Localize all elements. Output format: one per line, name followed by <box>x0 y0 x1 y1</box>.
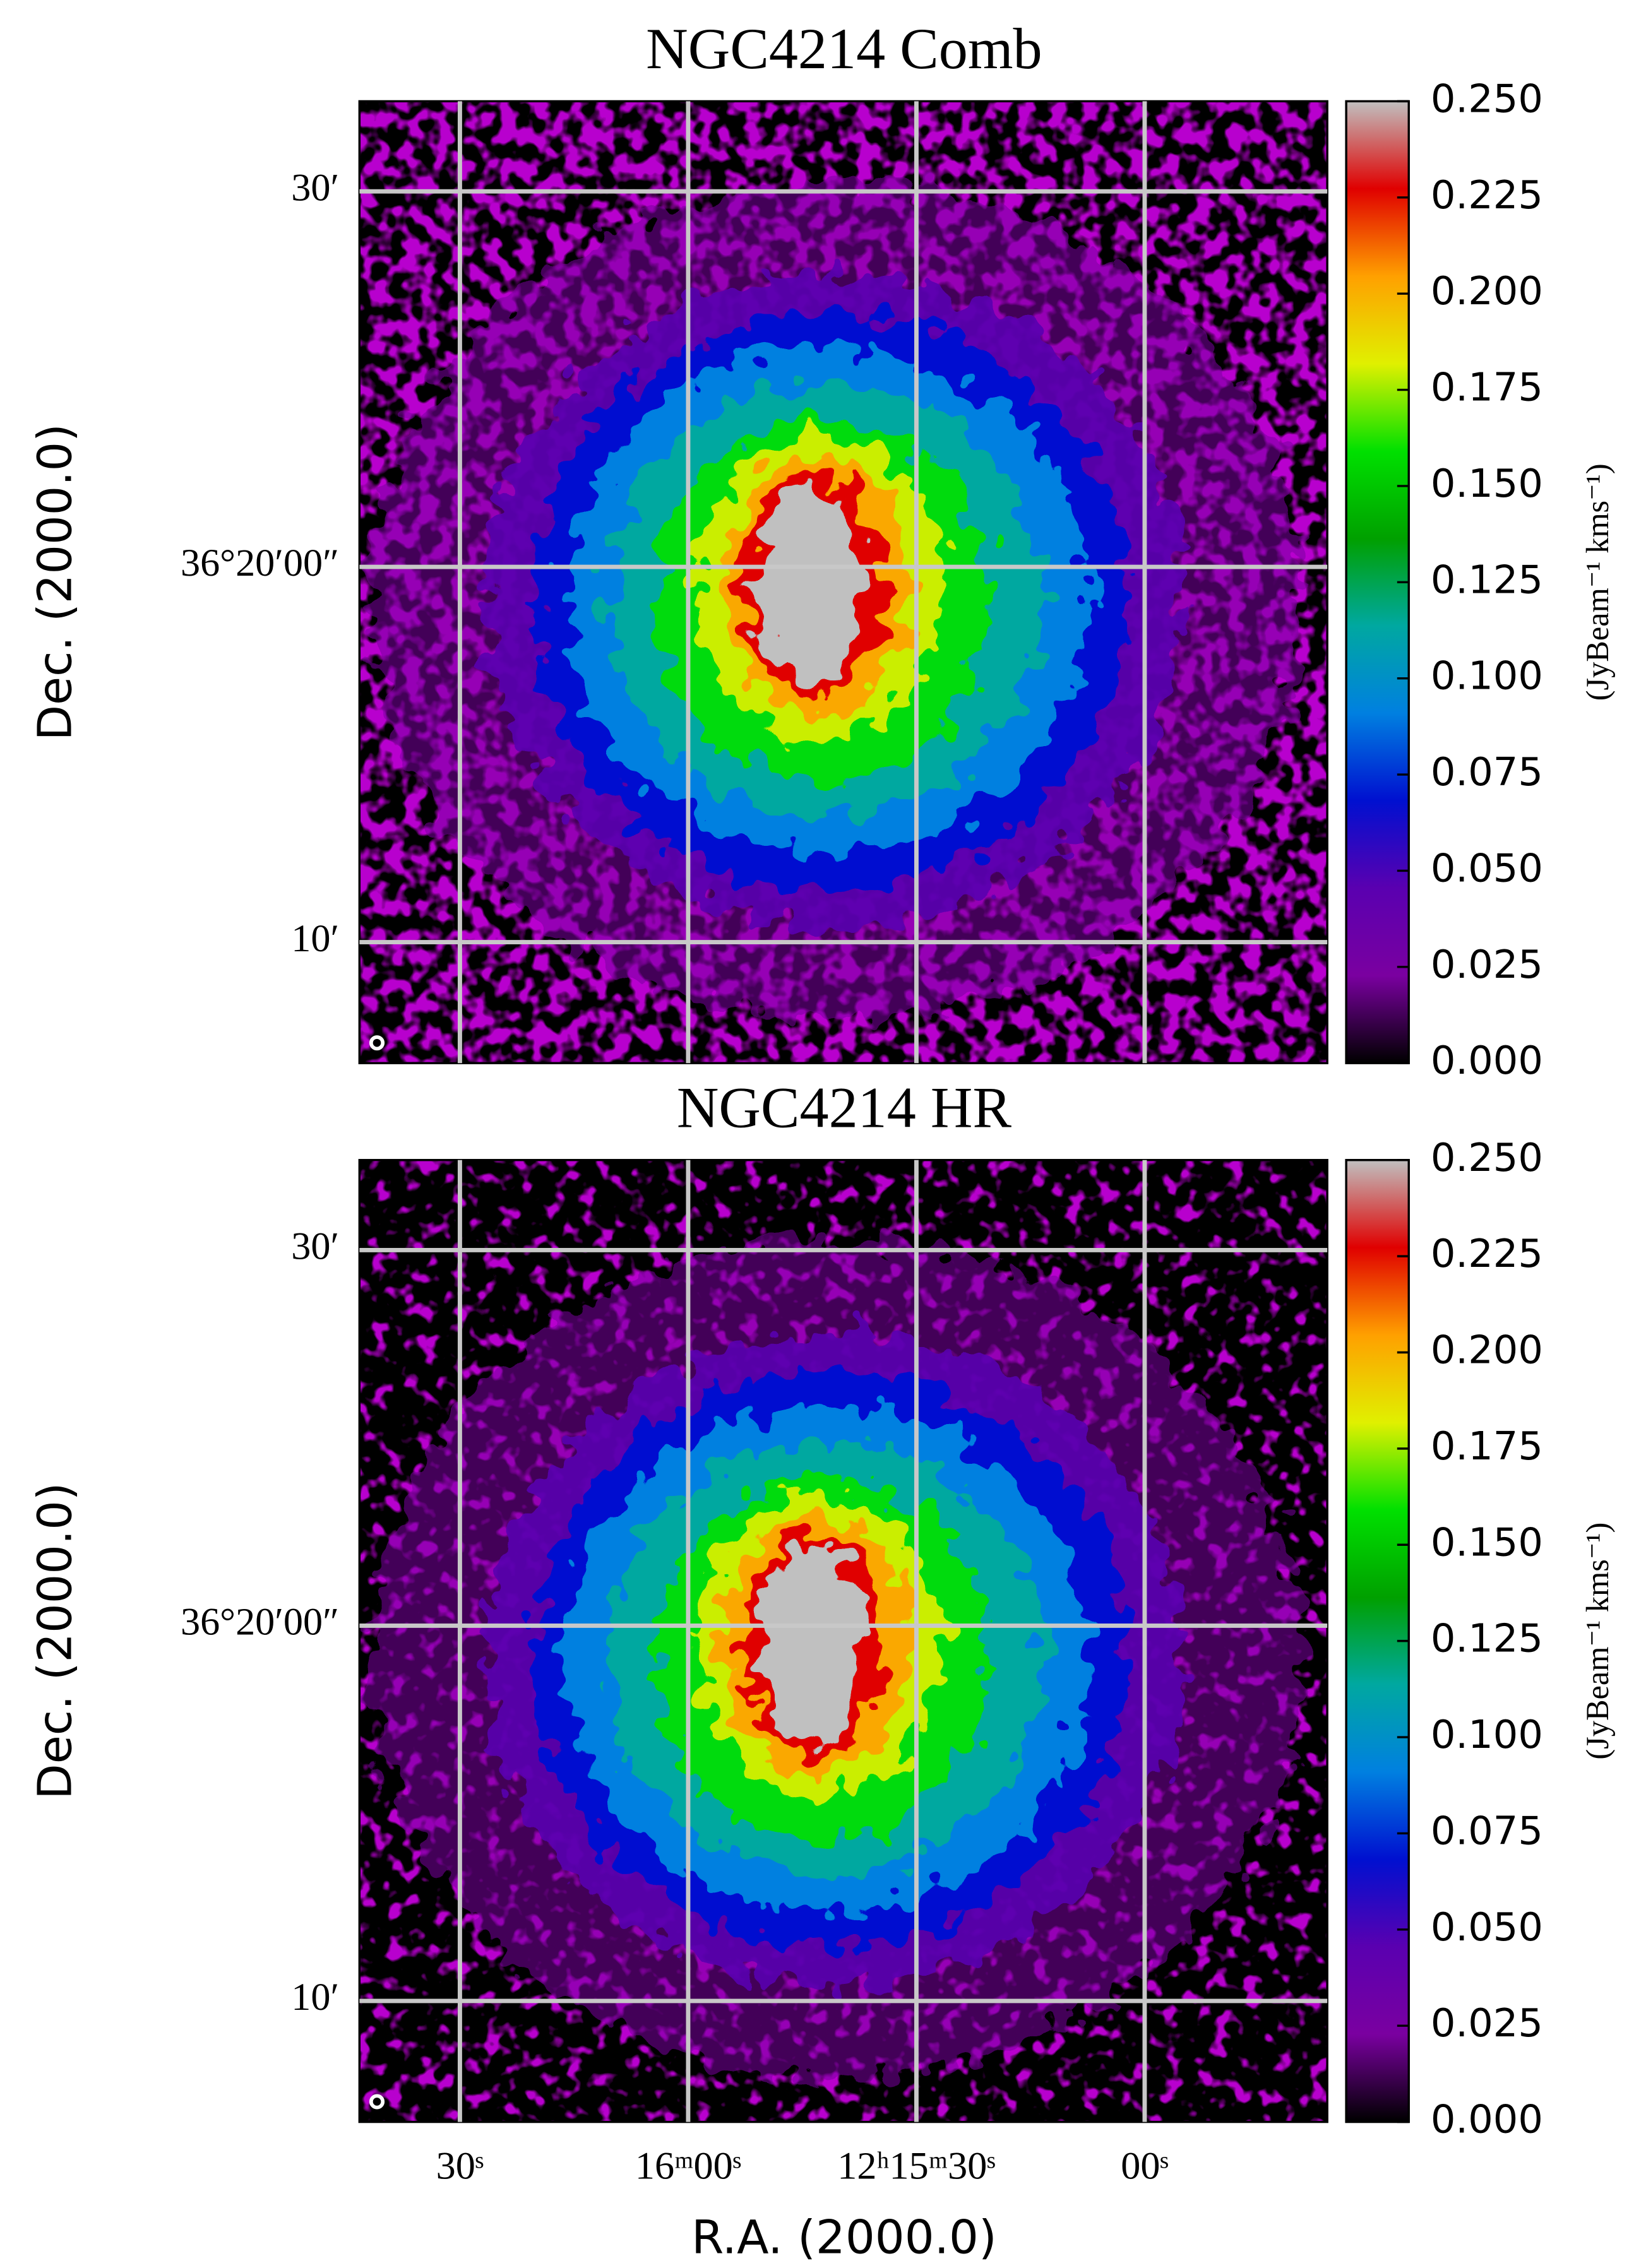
colorbar-tick-label: 0.250 <box>1431 76 1543 122</box>
galaxy-level <box>758 484 863 687</box>
x-axis-label: R.A. (2000.0) <box>691 2211 997 2265</box>
colorbar-tick-label: 0.225 <box>1431 1230 1543 1276</box>
colorbar-label: (JyBeam⁻¹ kms⁻¹) <box>1580 463 1615 701</box>
colorbar-tick-label: 0.150 <box>1431 460 1543 506</box>
image <box>359 1160 1328 2122</box>
colorbar-tick-label: 0.025 <box>1431 2000 1543 2046</box>
colorbar-tick-label: 0.125 <box>1431 557 1543 603</box>
colorbar-label: (JyBeam⁻¹ kms⁻¹) <box>1580 1523 1615 1760</box>
colorbar-tick-label: 0.025 <box>1431 941 1543 987</box>
colorbar-tick-label: 0.175 <box>1431 1423 1543 1469</box>
y-axis-label: Dec. (2000.0) <box>28 424 82 740</box>
y-tick-label: 30′ <box>291 1225 339 1268</box>
colorbar-tick-label: 0.150 <box>1431 1519 1543 1565</box>
image <box>359 101 1328 1064</box>
colorbar-tick-label: 0.050 <box>1431 845 1543 891</box>
beam <box>369 1035 385 1051</box>
galaxy <box>371 181 1303 1020</box>
y-tick-label: 36°20′00″ <box>181 1601 339 1644</box>
colorbar-tick-label: 0.100 <box>1431 1711 1543 1757</box>
galaxy-level <box>758 1543 863 1746</box>
y-axis-label: Dec. (2000.0) <box>28 1483 82 1800</box>
chart-title: NGC4214 Comb <box>646 16 1042 81</box>
y-tick-label: 30′ <box>291 167 339 210</box>
colorbar-tick-label: 0.225 <box>1431 172 1543 218</box>
plot-frame <box>358 100 1328 1064</box>
x-tick-label: 30ˢ <box>436 2145 484 2188</box>
x-tick-label: 00ˢ <box>1121 2145 1168 2188</box>
colorbar-tick-label: 0.100 <box>1431 653 1543 699</box>
plot-frame <box>358 1159 1328 2123</box>
colorbar-tick-label: 0.175 <box>1431 364 1543 410</box>
colorbar-tick-label: 0.125 <box>1431 1615 1543 1661</box>
y-tick-label: 10′ <box>291 917 339 960</box>
x-tick-label: 16ᵐ00ˢ <box>635 2145 741 2188</box>
y-tick-label: 36°20′00″ <box>181 542 339 585</box>
y-tick-label: 10′ <box>291 1976 339 2019</box>
colorbar-tick-label: 0.050 <box>1431 1904 1543 1950</box>
beam <box>369 2094 385 2110</box>
x-tick-label: 12ʰ15ᵐ30ˢ <box>837 2145 995 2188</box>
colorbar-tick-label: 0.200 <box>1431 1327 1543 1373</box>
colorbar-tick-label: 0.200 <box>1431 268 1543 314</box>
colorbar-tick-label: 0.250 <box>1431 1134 1543 1180</box>
colorbar-tick-label: 0.075 <box>1431 1808 1543 1854</box>
colorbar-tick-label: 0.000 <box>1431 1037 1543 1083</box>
colorbar-tick-label: 0.075 <box>1431 749 1543 795</box>
chart-title: NGC4214 HR <box>677 1076 1012 1140</box>
galaxy <box>371 1239 1303 2079</box>
colorbar-tick-label: 0.000 <box>1431 2096 1543 2142</box>
